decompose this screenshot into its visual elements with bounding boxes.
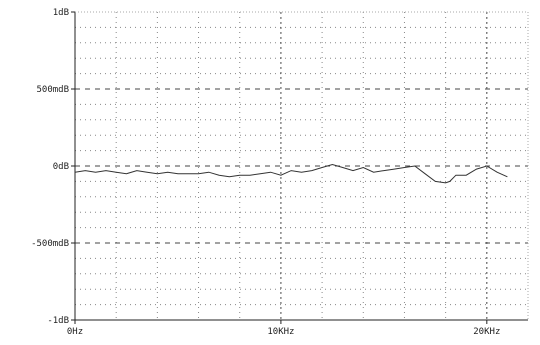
x-tick-label: 20KHz: [473, 327, 500, 337]
series-line-0: [74, 163, 508, 184]
x-tick-label: 0Hz: [67, 327, 83, 337]
y-tick-label: 1dB: [53, 8, 69, 18]
grid-layer: [75, 12, 528, 320]
y-tick-label: 0dB: [53, 162, 69, 172]
y-tick-label: 500mdB: [36, 85, 69, 95]
series-layer: [74, 163, 508, 184]
x-tick-label: 10KHz: [267, 327, 294, 337]
y-tick-label: -1dB: [47, 316, 69, 326]
axis-layer: [71, 11, 529, 324]
y-tick-label: -500mdB: [31, 239, 69, 249]
